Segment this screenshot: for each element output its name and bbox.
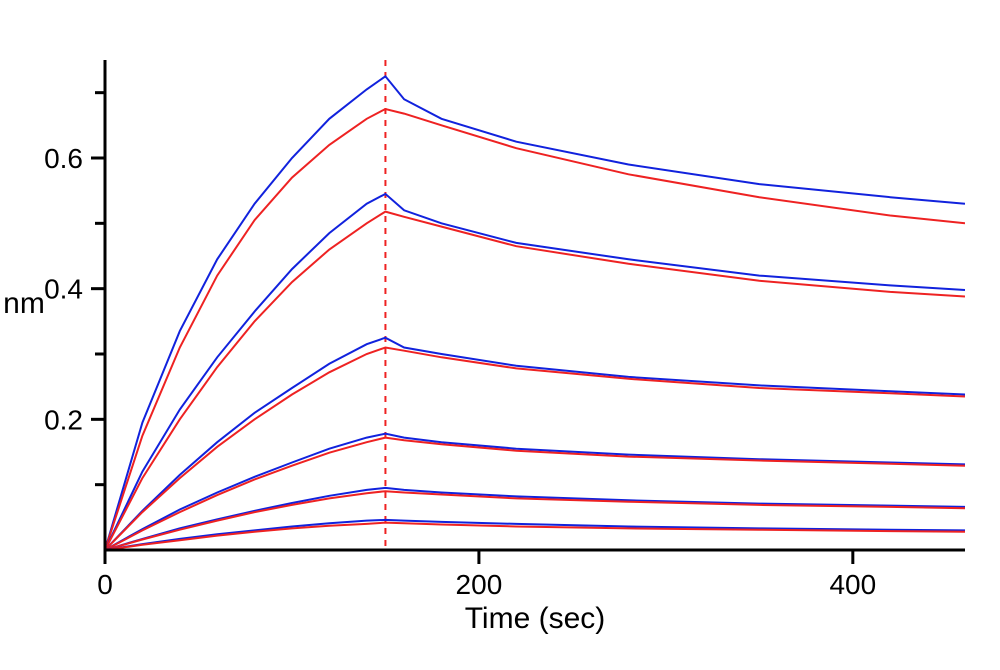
y-tick-label: 0.2	[44, 404, 83, 435]
x-tick-label: 0	[97, 569, 113, 600]
y-tick-label: 0.6	[44, 143, 83, 174]
x-tick-label: 200	[456, 569, 503, 600]
x-tick-label: 400	[829, 569, 876, 600]
y-tick-label: 0.4	[44, 274, 83, 305]
y-axis-label: nm	[3, 287, 45, 320]
x-axis-label: Time (sec)	[465, 602, 606, 635]
chart-container: 0 200 400 0.2 0.4 0.6 nm Time (sec)	[0, 0, 1000, 670]
sensorgram-chart: 0 200 400 0.2 0.4 0.6 nm Time (sec)	[0, 0, 1000, 670]
